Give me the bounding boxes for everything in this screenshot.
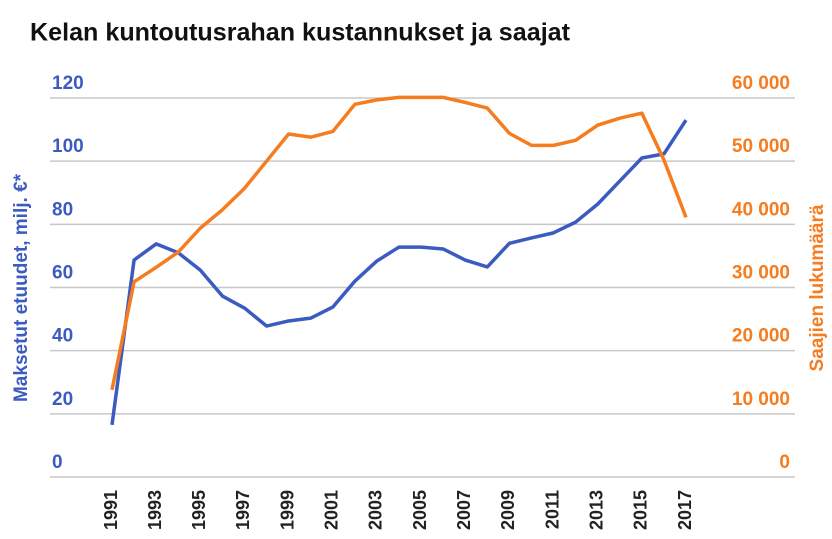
y2-tick-label: 60 000: [732, 73, 790, 94]
y2-tick-label: 50 000: [732, 136, 790, 157]
x-tick-label: 2009: [498, 490, 518, 530]
y2-tick-label: 20 000: [732, 326, 790, 347]
y-tick-label: 20: [52, 389, 73, 410]
y-tick-label: 100: [52, 136, 84, 157]
x-tick-label: 1993: [145, 490, 165, 530]
y-tick-label: 40: [52, 326, 73, 347]
x-tick-label: 1991: [101, 490, 121, 530]
y2-tick-label: 40 000: [732, 199, 790, 220]
y-tick-label: 60: [52, 263, 73, 284]
x-tick-label: 2005: [410, 490, 430, 530]
y-tick-label: 80: [52, 199, 73, 220]
y-axis-title: Maksetut etuudet, milj. €*: [11, 173, 32, 402]
x-tick-label: 2001: [322, 490, 342, 530]
y2-axis-title: Saajien lukumäärä: [807, 204, 828, 371]
y-tick-label: 120: [52, 73, 84, 94]
y-tick-label: 0: [52, 452, 63, 473]
x-tick-label: 2003: [366, 490, 386, 530]
x-tick-label: 2007: [454, 490, 474, 530]
x-tick-label: 2015: [631, 490, 651, 530]
x-tick-label: 2011: [542, 490, 562, 529]
line-series: [110, 95, 688, 391]
x-tick-label: 1995: [189, 490, 209, 530]
y2-tick-label: 10 000: [732, 389, 790, 410]
chart-title: Kelan kuntoutusrahan kustannukset ja saa…: [30, 19, 571, 47]
x-tick-label: 1997: [233, 490, 253, 530]
x-tick-label: 2013: [586, 490, 606, 530]
y2-tick-label: 0: [779, 452, 790, 473]
x-tick-label: 2017: [675, 490, 695, 530]
x-tick-label: 1999: [277, 490, 297, 530]
line-series: [110, 119, 688, 426]
y2-tick-label: 30 000: [732, 263, 790, 284]
